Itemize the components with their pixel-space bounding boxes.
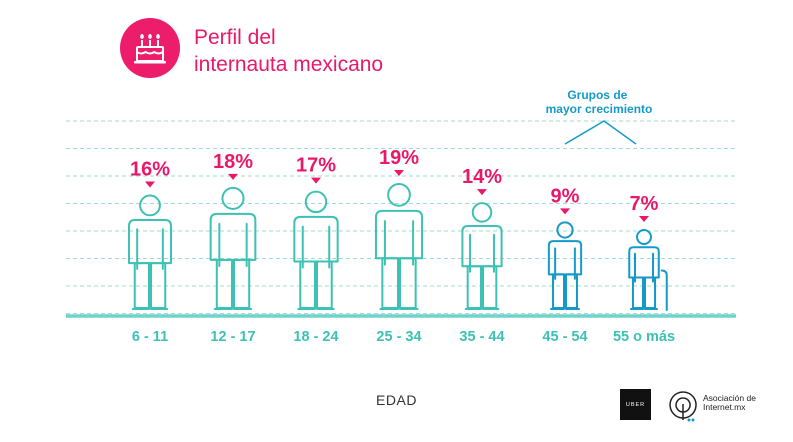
figure-torso — [628, 246, 660, 279]
figure-head — [387, 183, 411, 207]
tick-label: 25 - 34 — [376, 329, 421, 345]
figure-torso — [374, 209, 424, 260]
tick-label: 12 - 17 — [210, 329, 255, 345]
value-pointer — [145, 181, 155, 188]
chart-title: Perfil del internauta mexicano — [194, 26, 384, 76]
figure-torso — [128, 218, 172, 265]
tick-label: 6 - 11 — [132, 329, 168, 345]
tick-label: 35 - 44 — [459, 329, 504, 345]
person-figure — [461, 202, 503, 310]
value-label: 16% — [130, 159, 170, 181]
figure-leg — [381, 257, 399, 309]
person-figure — [128, 194, 172, 310]
person-figure — [374, 183, 424, 310]
value-label: 7% — [630, 193, 659, 215]
value-pointer — [477, 189, 487, 196]
value-label: 17% — [296, 155, 336, 177]
figure-leg — [215, 258, 234, 310]
value-label: 14% — [462, 166, 502, 188]
tick-label: 18 - 24 — [293, 329, 338, 345]
figure-torso — [209, 212, 257, 261]
chart-marks: 16% 6 - 11 18% 12 - 17 17% 18 - 24 19% 25 - 34 1… — [128, 147, 675, 345]
value-label: 19% — [379, 147, 419, 169]
value-pointer — [311, 177, 321, 184]
asociacion-internet-logo — [665, 388, 701, 424]
x-axis-title: EDAD — [376, 392, 417, 408]
growth-bracket — [564, 120, 637, 145]
person-figure — [547, 221, 583, 310]
figure-head — [636, 229, 652, 245]
figure-torso — [547, 240, 583, 276]
tick-label: 55 o más — [613, 329, 675, 345]
value-pointer — [228, 173, 238, 180]
value-pointer — [639, 216, 649, 222]
bracket-line — [564, 120, 637, 145]
value-label: 9% — [551, 185, 580, 207]
figure-torso — [461, 225, 503, 268]
figure-head — [139, 194, 161, 217]
annotation-label: Grupos de mayor crecimiento — [546, 88, 653, 116]
figure-head — [304, 190, 328, 214]
value-pointer — [560, 208, 570, 215]
figure-leg — [399, 257, 417, 309]
person-figure — [209, 186, 257, 310]
figure-head — [556, 221, 574, 239]
birthday-cake-icon — [120, 18, 180, 78]
figure-torso — [293, 215, 339, 263]
cane — [660, 269, 668, 311]
uber-logo: UBER — [620, 389, 651, 420]
person-figure — [293, 190, 339, 310]
tick-label: 45 - 54 — [542, 329, 587, 345]
value-pointer — [394, 170, 404, 176]
figure-head — [471, 202, 493, 223]
figure-leg — [233, 258, 251, 310]
figure-leg — [299, 260, 317, 309]
value-label: 18% — [213, 151, 253, 173]
figure-head — [221, 186, 245, 210]
person-figure — [628, 229, 668, 311]
asociacion-internet-text: Asociación de Internet.mx — [703, 393, 756, 412]
figure-leg — [316, 260, 333, 309]
